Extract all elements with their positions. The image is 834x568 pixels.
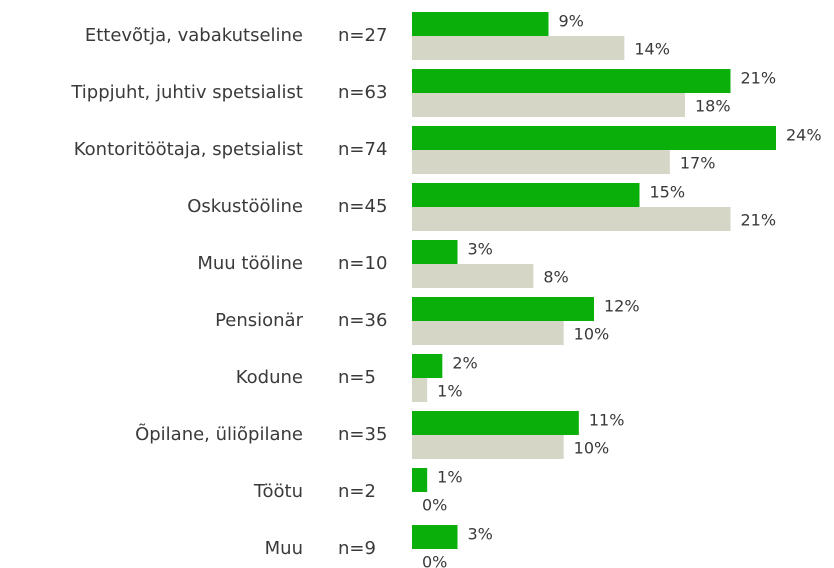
n-label: n=9 xyxy=(338,538,376,559)
n-label: n=5 xyxy=(338,367,376,388)
value-label: 17% xyxy=(680,154,716,173)
category-label: Muu tööline xyxy=(197,253,303,274)
value-label: 21% xyxy=(741,211,777,230)
category-label: Pensionär xyxy=(215,310,304,331)
value-label: 15% xyxy=(650,183,686,202)
category-label: Kodune xyxy=(236,367,303,388)
n-label: n=36 xyxy=(338,310,387,331)
value-label: 10% xyxy=(574,325,610,344)
value-label: 21% xyxy=(741,69,777,88)
bar xyxy=(412,150,670,174)
n-label: n=27 xyxy=(338,25,387,46)
value-label: 0% xyxy=(422,553,447,568)
category-label: Õpilane, üliõpilane xyxy=(135,423,303,445)
bar xyxy=(412,12,549,36)
value-label: 11% xyxy=(589,411,625,430)
value-label: 24% xyxy=(786,126,822,145)
bar xyxy=(412,264,534,288)
category-label: Tippjuht, juhtiv spetsialist xyxy=(70,82,303,103)
value-label: 18% xyxy=(695,97,731,116)
n-label: n=35 xyxy=(338,424,387,445)
category-label: Töötu xyxy=(253,481,303,502)
n-label: n=2 xyxy=(338,481,376,502)
bar xyxy=(412,321,564,345)
value-label: 1% xyxy=(437,468,462,487)
n-label: n=45 xyxy=(338,196,387,217)
value-label: 10% xyxy=(574,439,610,458)
category-label: Oskustööline xyxy=(187,196,303,217)
bar xyxy=(412,411,579,435)
value-label: 3% xyxy=(468,240,493,259)
bar xyxy=(412,297,594,321)
bar xyxy=(412,525,458,549)
bar xyxy=(412,354,443,378)
bar xyxy=(412,435,564,459)
bar xyxy=(412,93,685,117)
n-label: n=74 xyxy=(338,139,387,160)
value-label: 2% xyxy=(452,354,477,373)
value-label: 9% xyxy=(559,12,584,31)
category-label: Kontoritöötaja, spetsialist xyxy=(74,139,303,160)
bar xyxy=(412,378,428,402)
bar xyxy=(412,69,731,93)
value-label: 12% xyxy=(604,297,640,316)
bar xyxy=(412,240,458,264)
bar xyxy=(412,183,640,207)
bar xyxy=(412,126,776,150)
value-label: 1% xyxy=(437,382,462,401)
category-label: Ettevõtja, vabakutseline xyxy=(85,25,303,46)
value-label: 8% xyxy=(543,268,568,287)
bar xyxy=(412,207,731,231)
n-label: n=63 xyxy=(338,82,387,103)
bar xyxy=(412,36,625,60)
value-label: 14% xyxy=(634,40,670,59)
category-label: Muu xyxy=(265,538,303,559)
value-label: 0% xyxy=(422,496,447,515)
n-label: n=10 xyxy=(338,253,387,274)
bar xyxy=(412,468,428,492)
value-label: 3% xyxy=(468,525,493,544)
